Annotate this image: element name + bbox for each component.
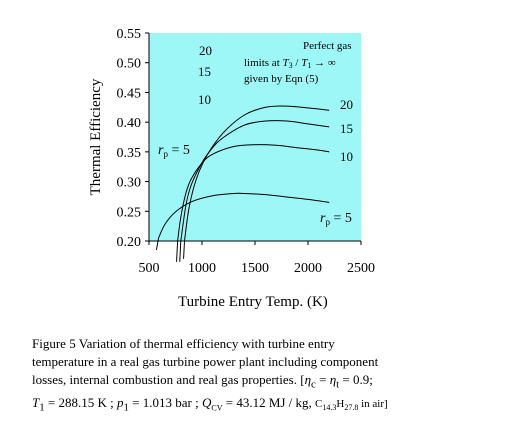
efficiency-curve-rp-15 [180,120,330,242]
rp-label-right: rp = 5 [320,211,352,227]
annotation-line-1: Perfect gas [303,40,352,52]
y-tick-label: 0.45 [117,86,142,101]
perfect-gas-label-10: 10 [198,92,211,107]
curve-label-20: 20 [340,97,353,112]
y-tick-label: 0.35 [117,146,142,161]
annotation-line-2: limits at T3 / T1 → ∞ [244,57,336,70]
annotation-line-3: given by Eqn (5) [244,73,319,85]
caption-line-4: T1 = 288.15 K ; p1 = 1.013 bar ; QCV = 4… [32,394,388,414]
caption-line-2: temperature in a real gas turbine power … [32,354,379,369]
efficiency-chart: 0.20 0.25 0.30 0.35 0.40 0.45 0.50 0.55 500 1000… [88,27,375,310]
curve-extension-below-axis [179,240,182,262]
perfect-gas-label-20: 20 [199,43,212,58]
rp-label-left: rp = 5 [158,143,190,159]
perfect-gas-annotation: Perfect gas limits at T3 / T1 → ∞ given … [244,40,352,85]
plot-area [149,33,361,241]
efficiency-curve-rp-5 [158,192,330,239]
y-tick-label: 0.25 [117,205,142,220]
caption-line-3: losses, internal combustion and real gas… [32,372,373,391]
figure-caption: Figure 5 Variation of thermal efficiency… [32,335,502,417]
y-tick-label: 0.40 [117,116,142,131]
perfect-gas-label-15: 15 [198,64,211,79]
efficiency-curve-rp-10 [177,144,330,242]
efficiency-curve-rp-20 [184,105,330,242]
y-tick-label: 0.55 [117,27,142,42]
caption-line-1: Figure 5 Variation of thermal efficiency… [32,336,335,351]
curve-label-10: 10 [340,149,353,164]
y-tick-label: 0.30 [117,176,142,191]
y-tick-label: 0.50 [117,57,142,72]
x-tick-label: 1500 [241,261,269,276]
y-tick-label: 0.20 [117,235,142,250]
curve-extension-below-axis [183,240,186,259]
curve-label-15: 15 [340,121,353,136]
y-axis-label: Thermal Efficiency [88,78,104,195]
x-tick-label: 500 [139,261,160,276]
curve-extension-below-axis [176,240,179,262]
x-tick-label: 1000 [188,261,216,276]
x-tick-label: 2500 [347,261,375,276]
curve-extension-below-axis [155,237,160,251]
x-tick-label: 2000 [294,261,322,276]
x-axis-label: Turbine Entry Temp. (K) [178,294,328,310]
